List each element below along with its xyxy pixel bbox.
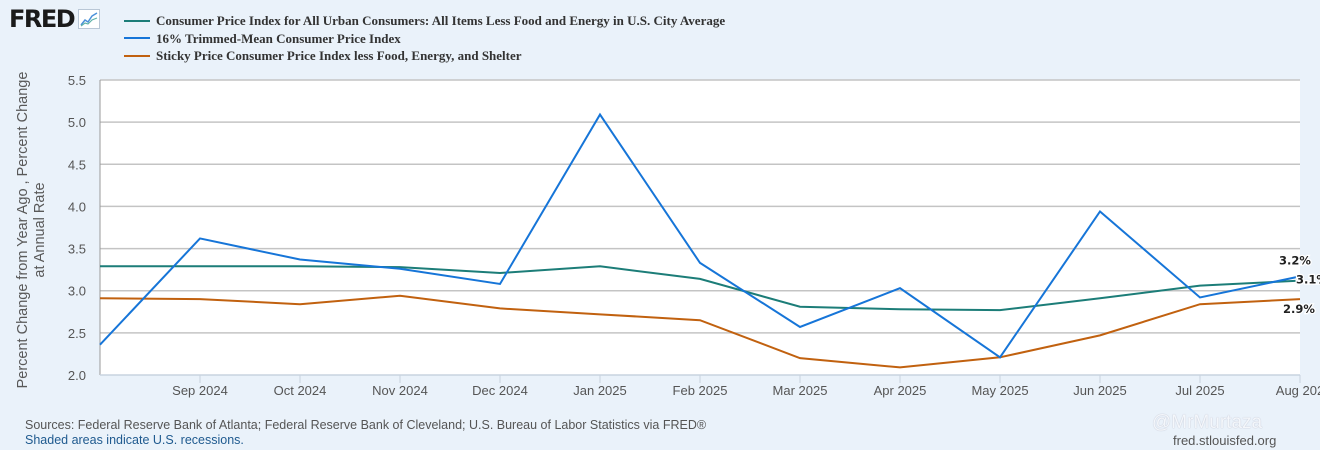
recessions-note[interactable]: Shaded areas indicate U.S. recessions. [25,433,244,447]
y-tick-label: 2.5 [68,326,86,341]
legend-label: Sticky Price Consumer Price Index less F… [156,48,522,63]
legend-label: 16% Trimmed-Mean Consumer Price Index [156,30,401,46]
y-tick-label: 3.5 [68,242,86,257]
plot-area [100,80,1300,375]
legend-swatch [124,37,150,40]
legend-item-sticky-price-cpi[interactable]: Sticky Price Consumer Price Index less F… [124,47,725,65]
x-tick-label: Jul 2025 [1175,383,1224,398]
y-tick-label: 4.5 [68,157,86,172]
y-tick-label: 5.5 [68,73,86,88]
plot-edge [1300,75,1320,375]
legend-label: Consumer Price Index for All Urban Consu… [156,13,726,28]
end-value-label: 2.9% [1283,302,1315,316]
x-tick-label: Apr 2025 [874,383,927,398]
x-tick-label: Jun 2025 [1073,383,1127,398]
fred-logo[interactable]: FRED [9,5,101,33]
line-chart-icon [78,9,101,29]
x-tick-label: Sep 2024 [172,383,228,398]
fred-site-link[interactable]: fred.stlouisfed.org [1173,433,1277,448]
legend-swatch [124,19,150,22]
end-value-label: 3.1% [1296,273,1320,287]
x-tick-label: Jan 2025 [573,383,627,398]
x-tick-label: Mar 2025 [773,383,828,398]
x-tick-label: May 2025 [971,383,1028,398]
series-line-2[interactable] [99,294,1301,369]
end-value-label: 3.2% [1279,253,1311,267]
chart-legend: Consumer Price Index for All Urban Consu… [124,12,725,65]
fred-logo-text: FRED [9,5,76,33]
legend-item-core-cpi[interactable]: Consumer Price Index for All Urban Consu… [124,12,725,30]
y-tick-label: 5.0 [68,115,86,130]
y-tick-label: 3.0 [68,284,86,299]
x-tick-label: Dec 2024 [472,383,528,398]
chart-footer: Sources: Federal Reserve Bank of Atlanta… [25,418,706,448]
legend-item-trimmed-mean-cpi[interactable]: 16% Trimmed-Mean Consumer Price Index [124,30,725,48]
x-tick-label: Aug 202 [1276,383,1320,398]
x-tick-label: Feb 2025 [673,383,728,398]
series-line-0[interactable] [100,265,1301,312]
series-line-1[interactable] [99,112,1301,359]
y-tick-label: 4.0 [68,199,86,214]
legend-swatch [124,54,150,57]
x-tick-label: Nov 2024 [372,383,428,398]
watermark: @MrMurtaza [1152,412,1263,433]
sources-note: Sources: Federal Reserve Bank of Atlanta… [25,418,707,432]
x-tick-label: Oct 2024 [274,383,327,398]
y-tick-label: 2.0 [68,368,86,383]
chart-canvas: 2.0 2.5 3.0 3.5 4.0 4.5 5.0 5.5 Sep 2024 Oct 202… [68,73,1320,398]
